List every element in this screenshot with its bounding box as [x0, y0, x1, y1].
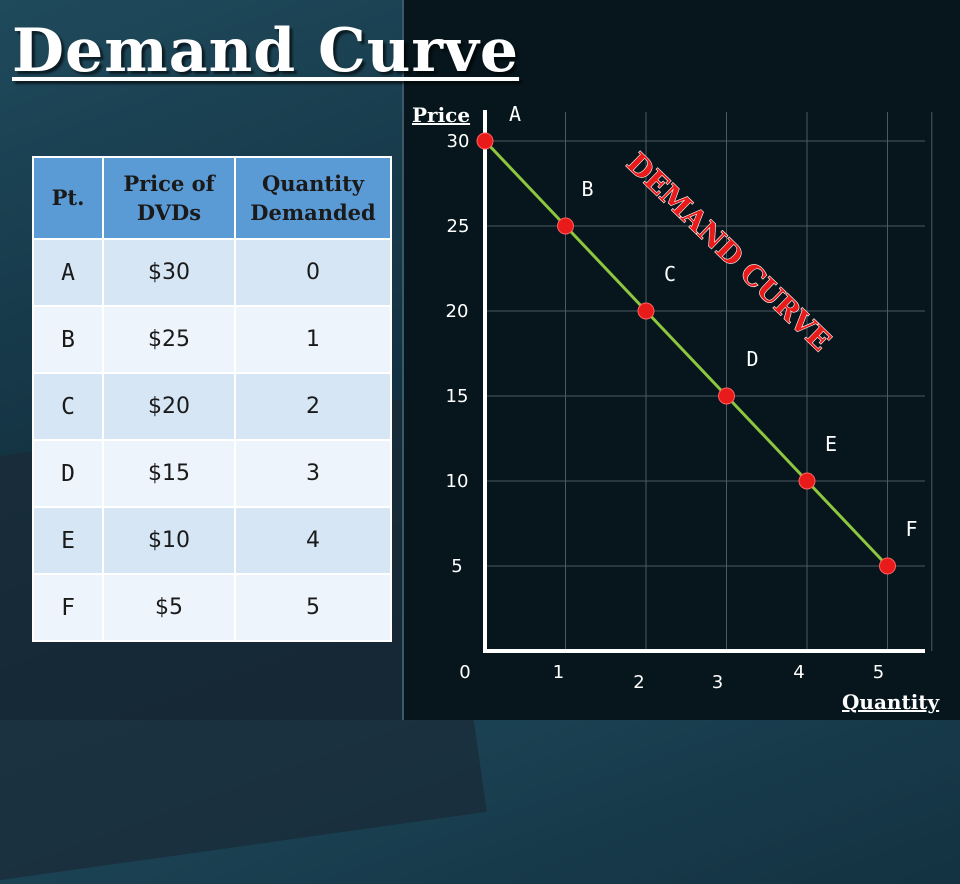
point-label-f: F	[905, 517, 917, 541]
cell-pt: B	[32, 305, 104, 374]
demand-line	[483, 139, 889, 568]
point-label-c: C	[664, 262, 676, 286]
y-axis-title: Price	[412, 103, 470, 127]
y-tick-label: 20	[446, 301, 469, 322]
point-label-a: A	[509, 102, 521, 126]
table-row: E $10 4	[32, 506, 392, 575]
data-point-e	[798, 472, 816, 490]
y-tick-label: 10	[446, 471, 469, 492]
cell-quantity: 0	[234, 238, 392, 307]
slide-title: Demand Curve	[12, 16, 520, 86]
cell-quantity: 4	[234, 506, 392, 575]
data-point-b	[557, 217, 574, 235]
table-row: F $5 5	[32, 573, 392, 642]
chart-axes	[483, 110, 925, 653]
cell-pt: A	[32, 238, 104, 307]
table-row: B $25 1	[32, 305, 392, 374]
x-tick-label: 3	[712, 672, 723, 693]
table-row: C $20 2	[32, 372, 392, 441]
x-tick-label: 0	[459, 662, 470, 683]
demand-table: Pt. Price of DVDs Quantity Demanded A $3…	[32, 156, 392, 642]
point-label-e: E	[825, 432, 837, 456]
cell-price: $10	[102, 506, 236, 575]
data-point-a	[476, 132, 494, 150]
table-row: A $30 0	[32, 238, 392, 307]
cell-pt: D	[32, 439, 104, 508]
data-point-c	[637, 302, 655, 320]
chart-series: A B C D E F	[476, 102, 918, 575]
cell-pt: E	[32, 506, 104, 575]
data-point-f	[879, 557, 896, 575]
demand-curve-annotation: DEMAND CURVE	[620, 146, 837, 357]
cell-price: $15	[102, 439, 236, 508]
x-axis-title: Quantity	[842, 690, 941, 714]
header-quantity: Quantity Demanded	[234, 156, 392, 240]
cell-quantity: 1	[234, 305, 392, 374]
cell-quantity: 3	[234, 439, 392, 508]
cell-quantity: 5	[234, 573, 392, 642]
y-tick-label: 25	[447, 216, 470, 237]
table-header-row: Pt. Price of DVDs Quantity Demanded	[32, 156, 392, 240]
cell-pt: C	[32, 372, 104, 441]
x-tick-label: 4	[793, 662, 804, 683]
data-point-d	[718, 387, 735, 405]
point-label-b: B	[581, 177, 593, 201]
cell-price: $30	[102, 238, 236, 307]
y-tick-label: 30	[447, 131, 470, 152]
x-tick-label: 1	[553, 662, 564, 683]
chart-grid	[485, 112, 933, 651]
chart-ticks: 5 10 15 20 25 30 0 1 2 3 4 5	[446, 131, 885, 693]
y-tick-label: 5	[451, 556, 462, 577]
cell-quantity: 2	[234, 372, 392, 441]
chart-panel	[402, 0, 960, 720]
header-price: Price of DVDs	[102, 156, 236, 240]
cell-price: $25	[102, 305, 236, 374]
x-tick-label: 5	[873, 662, 884, 683]
x-tick-label: 2	[633, 672, 644, 693]
header-pt: Pt.	[32, 156, 104, 240]
y-tick-label: 15	[446, 386, 469, 407]
cell-price: $20	[102, 372, 236, 441]
cell-pt: F	[32, 573, 104, 642]
cell-price: $5	[102, 573, 236, 642]
point-label-d: D	[746, 347, 758, 371]
table-row: D $15 3	[32, 439, 392, 508]
